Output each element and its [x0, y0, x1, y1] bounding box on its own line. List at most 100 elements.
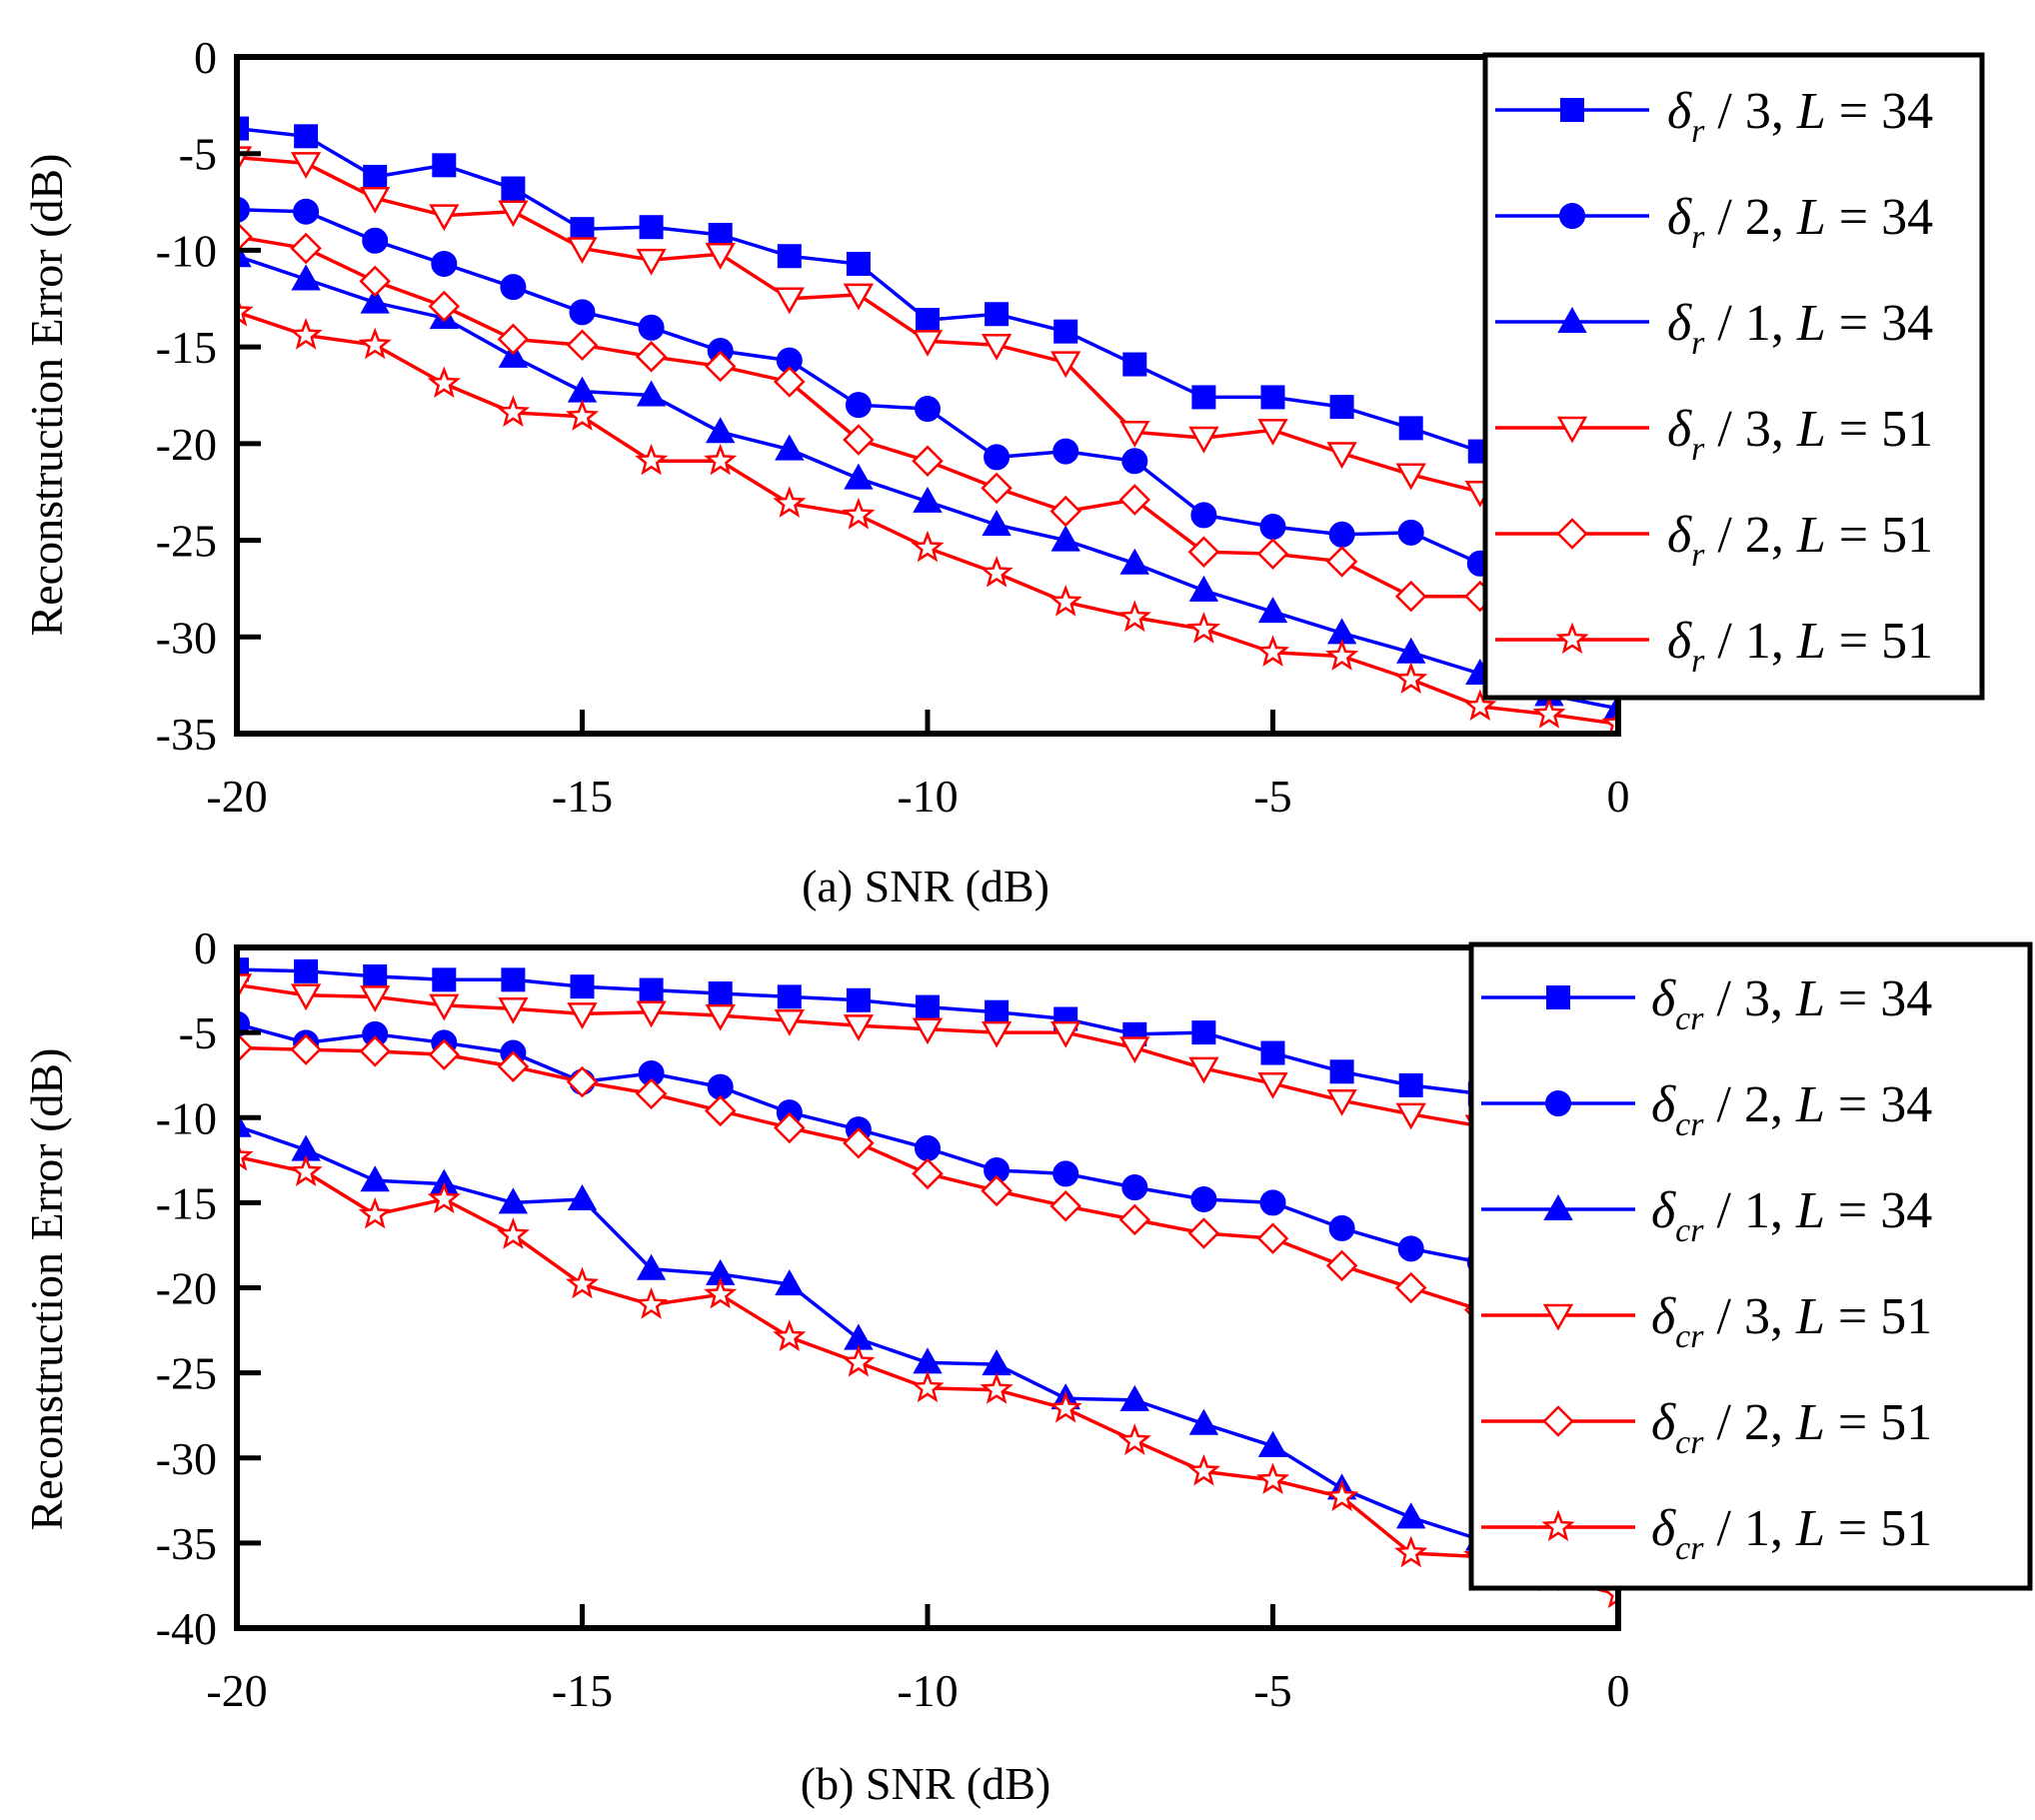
- chart-a-series-4: [237, 221, 1618, 644]
- chart-a-series-1-point: [500, 274, 527, 301]
- chart-a-series-2-point: [360, 287, 390, 314]
- chart-a-series-1-point: [1190, 502, 1217, 529]
- chart-b-series-2-point: [1188, 1408, 1219, 1435]
- chart-a-series-3-point: [1395, 463, 1426, 491]
- chart-a-series-0-point: [1053, 319, 1078, 344]
- chart-b-series-0-point: [846, 987, 871, 1012]
- chart-a-series-1-point: [1121, 448, 1148, 475]
- chart-a-series-5-point: [1048, 585, 1082, 617]
- chart-a-ytick-label: -10: [156, 225, 217, 276]
- chart-b-legend-swatch-marker: [1542, 1405, 1574, 1437]
- chart-b-series-5-point: [773, 1319, 807, 1351]
- chart-a-legend-symbol: δ: [1667, 189, 1692, 246]
- chart-b-series-1-point: [1328, 1214, 1355, 1241]
- chart-a-legend-label: δr / 2, L = 51: [1667, 507, 1933, 574]
- chart-a-legend-symbol: δ: [1667, 295, 1692, 352]
- chart-a-legend-subscript: r: [1691, 325, 1705, 362]
- chart-a-series-1-point: [1259, 514, 1286, 541]
- chart-a-legend-value: = 34: [1826, 295, 1933, 352]
- chart-a-legend-swatch-marker: [1560, 98, 1584, 122]
- chart-b-legend-item-2: δcr / 1, L = 34: [1481, 1182, 1932, 1249]
- chart-b-legend-ratio: / 3,: [1704, 1288, 1796, 1345]
- chart-a-legend-item-2: δr / 1, L = 34: [1495, 295, 1933, 362]
- chart-b-series-4-point: [912, 1157, 944, 1190]
- chart-a-series-1-point: [845, 392, 872, 419]
- chart-a-y-axis-title: Reconstruction Error (dB): [21, 154, 72, 637]
- chart-a-legend-subscript: r: [1691, 219, 1705, 256]
- chart-b-series-2-point: [498, 1187, 529, 1214]
- chart-b-legend-item-0: δcr / 3, L = 34: [1481, 970, 1932, 1037]
- chart-a-legend-label: δr / 2, L = 34: [1667, 189, 1933, 256]
- chart-b-series-3-point: [1326, 1088, 1357, 1116]
- chart-b-series-3-point: [1395, 1102, 1426, 1130]
- chart-a-series-0-point: [294, 124, 319, 149]
- chart-b-legend-ratio: / 1,: [1704, 1500, 1796, 1557]
- chart-b-series-3-point: [843, 1014, 875, 1041]
- chart-a-series-2-point: [1257, 597, 1288, 624]
- chart-a-legend-swatch-marker: [1557, 306, 1587, 333]
- chart-a-series-5-point: [496, 395, 531, 428]
- chart-b-series-3-point: [1119, 1036, 1150, 1063]
- chart-b-series-4-point: [428, 1038, 461, 1071]
- chart-b-series-0-point: [501, 967, 526, 992]
- chart-b-series-4-point: [1325, 1249, 1358, 1282]
- chart-a-series-5: [237, 294, 1618, 734]
- chart-a-series-4-point: [774, 366, 806, 398]
- chart-b-legend-label: δcr / 2, L = 34: [1651, 1076, 1932, 1143]
- chart-a-series-0-point: [708, 222, 733, 247]
- chart-a-series-5-point: [237, 294, 254, 327]
- chart-a-series-2-point: [1603, 693, 1618, 720]
- chart-a-legend-label: δr / 1, L = 51: [1667, 613, 1933, 680]
- chart-a-legend-item-1: δr / 2, L = 34: [1495, 189, 1933, 256]
- chart-a-series-2-point: [636, 380, 667, 407]
- chart-b-x-axis-title: (b) SNR (dB): [801, 1758, 1050, 1809]
- chart-b-legend-swatch-marker: [1545, 1090, 1571, 1116]
- chart-a-ytick-label: 0: [194, 32, 217, 83]
- chart-b-ytick-label: -20: [156, 1263, 217, 1314]
- chart-a-series-4-point: [566, 329, 599, 361]
- chart-a-legend-box: [1482, 52, 1985, 701]
- chart-a-legend-item-0: δr / 3, L = 34: [1495, 83, 1933, 150]
- chart-a-series-1-point: [638, 314, 665, 341]
- chart-b-series-5-point: [1048, 1390, 1082, 1423]
- chart-a-legend-symbol: δ: [1667, 613, 1692, 670]
- chart-b-series-0-point: [294, 958, 319, 983]
- chart-b-series-5-point: [842, 1344, 876, 1377]
- chart-b-legend-symbol: δ: [1651, 970, 1676, 1027]
- chart-b-y-axis-title: Reconstruction Error (dB): [21, 1048, 72, 1531]
- chart-b-series-4-point: [237, 1031, 253, 1064]
- chart-a-ytick-label: -5: [179, 129, 217, 180]
- chart-a-series-0-point: [432, 153, 457, 178]
- chart-b-series-4-point: [566, 1065, 599, 1098]
- chart-b-series-1-point: [1190, 1185, 1217, 1212]
- chart-b-legend-box: [1468, 941, 2033, 1591]
- chart-b-series-0: [237, 957, 1618, 1138]
- chart-b-legend-ratio: / 3,: [1704, 970, 1796, 1027]
- chart-a-series-4-point: [1187, 536, 1220, 568]
- chart-a-ytick-label: -35: [156, 709, 217, 760]
- chart-a-series-0-point: [1191, 385, 1216, 410]
- chart-b-ytick-label: -35: [156, 1518, 217, 1569]
- chart-b-legend-swatch-marker: [1542, 1303, 1574, 1331]
- chart-b-series-0-point: [1191, 1020, 1216, 1045]
- chart-b-series-3-point: [237, 973, 253, 1000]
- chart-b-legend-subscript: cr: [1675, 1424, 1704, 1461]
- chart-b-series-2-point: [775, 1269, 805, 1296]
- chart-b-series-5-point: [1186, 1453, 1221, 1486]
- chart-a-series-4-point: [1325, 546, 1358, 578]
- chart-b-series-5-point: [1117, 1423, 1151, 1455]
- chart-b-series-2-point: [1395, 1502, 1426, 1529]
- chart-a-legend-subscript: r: [1691, 431, 1705, 468]
- chart-b-xtick-label: -20: [206, 1665, 267, 1716]
- chart-b-series-4: [237, 1031, 1618, 1363]
- chart-a-legend-swatch-marker: [1556, 416, 1588, 444]
- chart-a-series-5-point: [1463, 689, 1497, 722]
- chart-a-series-5-point: [1324, 639, 1359, 671]
- chart-a-series-1-point: [1397, 519, 1424, 546]
- chart-a-series-4-point: [912, 445, 944, 478]
- chart-a-legend-subscript: r: [1691, 113, 1705, 150]
- chart-b-series-4-point: [290, 1033, 322, 1065]
- chart-b-series-0-point: [237, 957, 249, 982]
- chart-a-xtick-label: -15: [552, 771, 613, 822]
